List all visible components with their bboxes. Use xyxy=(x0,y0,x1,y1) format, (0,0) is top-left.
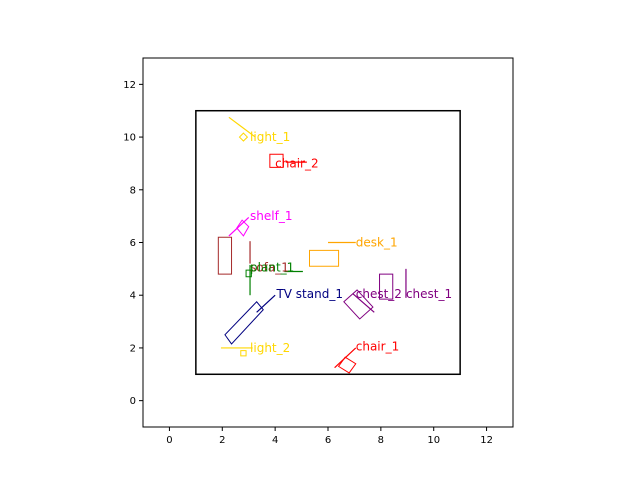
object-desk-1 xyxy=(309,241,356,267)
desk-1-footprint xyxy=(309,249,340,267)
chair-2-label: chair_2 xyxy=(275,156,318,170)
light-1-direction-line xyxy=(228,116,256,138)
x-tick-label: 0 xyxy=(166,435,172,446)
y-tick-label: 0 xyxy=(130,396,136,407)
object-light-2 xyxy=(220,347,253,357)
furniture-objects xyxy=(217,116,407,374)
object-labels: light_1 chair_2 shelf_1 desk_1 sofa_1plant_1… xyxy=(250,130,452,355)
x-tick-label: 10 xyxy=(427,435,440,446)
y-tick-label: 8 xyxy=(130,185,136,196)
sofa-1-footprint xyxy=(217,236,233,275)
chair-1-label: chair_1 xyxy=(356,340,399,354)
light-1-label: light_1 xyxy=(250,130,290,144)
x-tick-label: 6 xyxy=(325,435,331,446)
shelf-1-footprint xyxy=(236,219,250,237)
object-chest-2 xyxy=(343,289,375,320)
object-tv-stand-1 xyxy=(224,294,276,345)
tv-stand-1-label: TV stand_1 xyxy=(275,287,343,301)
y-tick-label: 6 xyxy=(130,238,136,249)
object-chair-2 xyxy=(269,153,307,168)
light-2-footprint xyxy=(240,350,247,357)
y-tick-label: 10 xyxy=(123,133,136,144)
tv-stand-1-direction-line xyxy=(256,294,276,313)
room-outline xyxy=(195,109,461,376)
light-1-footprint xyxy=(238,132,249,142)
object-light-1 xyxy=(228,116,256,142)
x-tick-label: 8 xyxy=(378,435,384,446)
y-tick-label: 4 xyxy=(130,291,136,302)
desk-1-label: desk_1 xyxy=(356,236,398,250)
tv-stand-1-footprint xyxy=(224,301,264,345)
x-tick-label: 2 xyxy=(219,435,225,446)
object-shelf-1 xyxy=(228,217,250,237)
chest-2-direction-line xyxy=(352,293,375,313)
axis-ticks: 0 2 4 6 8 10 12 0 2 4 6 8 10 12 xyxy=(123,80,493,446)
plant-1-label: plant_1 xyxy=(250,261,294,275)
x-tick-label: 12 xyxy=(480,435,493,446)
shelf-1-label: shelf_1 xyxy=(250,209,292,223)
sofa-1-label: sofa_1 xyxy=(250,261,289,275)
chest-2-footprint xyxy=(343,289,374,320)
chair-2-footprint xyxy=(269,153,284,168)
object-chair-1 xyxy=(334,347,357,374)
shelf-1-direction-line xyxy=(228,217,250,237)
chest-1-footprint xyxy=(379,273,394,300)
y-tick-label: 12 xyxy=(123,80,136,91)
chair-1-direction-line xyxy=(334,347,357,369)
chest-2-label: chest_2 xyxy=(356,287,402,301)
light-2-label: light_2 xyxy=(250,341,290,355)
room-boundary xyxy=(195,109,461,376)
object-chest-1 xyxy=(379,268,407,300)
x-tick-label: 4 xyxy=(272,435,278,446)
y-tick-label: 2 xyxy=(130,343,136,354)
chest-1-label: chest_1 xyxy=(406,287,452,301)
object-sofa-1 xyxy=(217,236,251,275)
